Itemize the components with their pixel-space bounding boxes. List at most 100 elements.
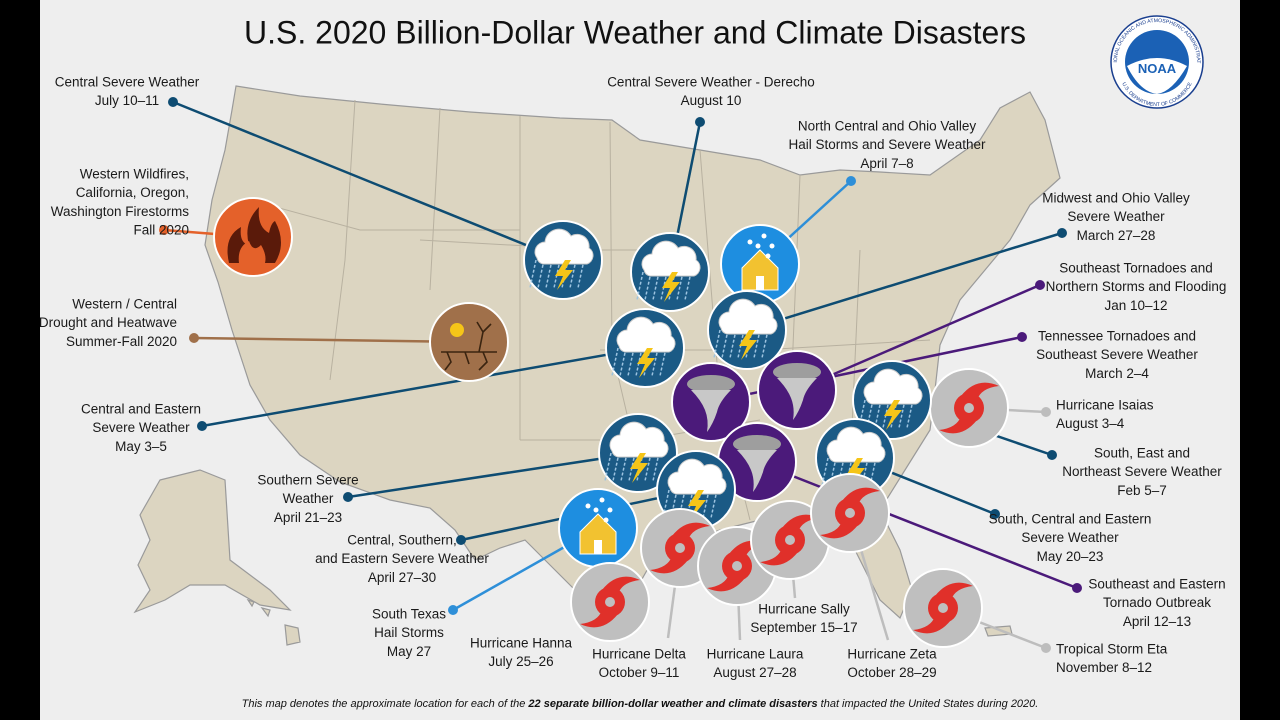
footnote: This map denotes the approximate locatio…: [242, 698, 1039, 710]
event-icon: [707, 290, 787, 370]
storm-cloud: [733, 435, 781, 453]
event-label: Hurricane Sally: [758, 602, 850, 617]
event-label: April 21–23: [274, 510, 342, 525]
labels: Central Severe Weather July 10–11 Central …: [39, 75, 1227, 681]
event-icon: [429, 302, 509, 382]
door: [756, 276, 764, 290]
lightning: [688, 490, 706, 520]
event-label: April 27–30: [368, 570, 436, 585]
hailstone: [755, 243, 761, 249]
swirl-arm: [939, 416, 977, 434]
event-label: Weather: [283, 491, 334, 506]
event-label: Southeast and Eastern: [1088, 577, 1225, 592]
event-label: May 20–23: [1037, 549, 1104, 564]
event-label: Hurricane Isaias: [1056, 398, 1154, 413]
swirl-arm: [913, 616, 951, 634]
event-label: July 25–26: [488, 654, 553, 669]
event-label: Western / Central: [72, 297, 177, 312]
lightning: [739, 330, 757, 360]
swirl-arm: [820, 521, 858, 539]
event-label: Southeast Severe Weather: [1036, 347, 1198, 362]
event-label: October 28–29: [847, 665, 936, 680]
event-label: Central Severe Weather: [55, 75, 200, 90]
hailstone: [747, 239, 753, 245]
swirl-arm: [602, 576, 640, 594]
event-label: October 9–11: [599, 665, 680, 680]
alaska: [133, 469, 292, 614]
cloud: [616, 316, 676, 353]
house: [579, 513, 617, 555]
event-label: Hurricane Hanna: [470, 636, 573, 651]
event-label: Tropical Storm Eta: [1056, 642, 1168, 657]
event-label: March 2–4: [1085, 366, 1149, 381]
cloud: [718, 298, 778, 335]
footnote-text: This map denotes the approximate locatio…: [242, 698, 529, 710]
swirl-arm: [961, 382, 999, 400]
event-label: Severe Weather: [1021, 530, 1119, 545]
leader-dot: [990, 509, 1000, 519]
event-label: April 12–13: [1123, 614, 1191, 629]
cloud: [641, 240, 701, 277]
event-label: August 27–28: [713, 665, 796, 680]
event-label: November 8–12: [1056, 660, 1152, 675]
event-label: August 10: [681, 93, 742, 108]
funnel: [777, 378, 817, 420]
funnel: [737, 450, 777, 492]
leader-dot: [1041, 643, 1051, 653]
leader-line: [172, 100, 564, 262]
leader-dot: [189, 333, 199, 343]
event-label: May 3–5: [115, 439, 167, 454]
event-label: Central, Southern,: [347, 533, 457, 548]
event-label: May 27: [387, 644, 431, 659]
leader-dot: [343, 492, 353, 502]
sun: [450, 323, 464, 337]
event-icon: [757, 350, 837, 430]
event-label: Severe Weather: [92, 420, 190, 435]
event-label: July 10–11: [95, 93, 159, 108]
event-label: August 3–4: [1056, 416, 1125, 431]
leader-dot: [1041, 407, 1051, 417]
eye: [938, 603, 948, 613]
event-label: Hurricane Delta: [592, 647, 686, 662]
event-label: Southeast Tornadoes and: [1059, 261, 1213, 276]
event-label: Northeast Severe Weather: [1062, 464, 1222, 479]
leader-dot: [197, 421, 207, 431]
event-label: Drought and Heatwave: [39, 315, 177, 330]
lightning: [555, 260, 573, 290]
storm-cloud: [773, 363, 821, 381]
event-label: Midwest and Ohio Valley: [1042, 191, 1190, 206]
swirl-arm: [650, 556, 688, 574]
swirl-arm: [935, 582, 973, 600]
leader-dot: [456, 535, 466, 545]
leader-dot: [1047, 450, 1057, 460]
event-label: Fall 2020: [133, 222, 189, 237]
swirl-arm: [707, 574, 745, 592]
logo-bird: [1127, 58, 1187, 94]
event-icon: [523, 220, 603, 300]
swirl-arm: [672, 522, 710, 540]
leader-dot: [448, 605, 458, 615]
event-label: Southern Severe: [257, 473, 358, 488]
leader-dot: [168, 97, 178, 107]
event-label: September 15–17: [750, 620, 857, 635]
event-label: Jan 10–12: [1104, 298, 1167, 313]
eye: [964, 403, 974, 413]
event-icon: [570, 562, 650, 642]
eye: [605, 597, 615, 607]
event-label: Washington Firestorms: [51, 204, 190, 219]
event-label: Hail Storms: [374, 625, 444, 640]
hailstone: [599, 497, 605, 503]
event-label: Summer-Fall 2020: [66, 334, 177, 349]
event-icon: [852, 360, 932, 440]
event-icon: [630, 232, 710, 312]
lightning: [847, 458, 865, 488]
footnote-text: that impacted the United States during 2…: [818, 698, 1039, 710]
swirl-arm: [580, 610, 618, 628]
event-label: Central Severe Weather - Derecho: [607, 75, 815, 90]
event-label: Western Wildfires,: [80, 167, 189, 182]
eye: [785, 535, 795, 545]
icons: [213, 197, 1009, 648]
cloud: [863, 368, 923, 405]
hailstone: [769, 243, 775, 249]
